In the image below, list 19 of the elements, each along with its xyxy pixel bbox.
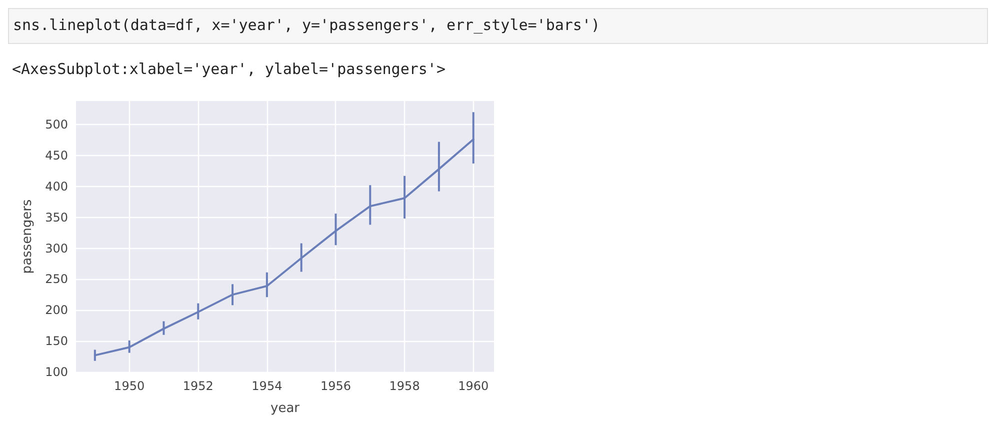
y-tick-label: 150	[45, 334, 68, 348]
text: sns.lineplot(data=df, x='year', y='passengers', err_style='bars')	[8, 8, 988, 44]
y-tick-label: 100	[45, 365, 68, 379]
y-tick-label: 250	[45, 272, 68, 286]
x-axis-title: year	[270, 401, 300, 416]
y-tick-label: 350	[45, 210, 68, 224]
y-tick-label: 300	[45, 241, 68, 256]
y-tick-label: 400	[45, 179, 68, 194]
y-tick-label: 500	[45, 118, 68, 132]
y-tick-label: 450	[45, 148, 68, 162]
x-tick-label: 1950	[114, 379, 145, 393]
x-tick-label: 1958	[389, 379, 420, 393]
text: <AxesSubplot:xlabel='year', ylabel='passengers'>	[12, 60, 446, 78]
x-tick-label: 1954	[252, 379, 282, 393]
x-tick-label: 1956	[320, 379, 352, 393]
x-tick-label: 1960	[458, 379, 489, 393]
y-tick-label: 200	[45, 303, 68, 318]
x-tick-label: 1952	[182, 379, 214, 393]
y-axis-title: passengers	[20, 199, 35, 274]
